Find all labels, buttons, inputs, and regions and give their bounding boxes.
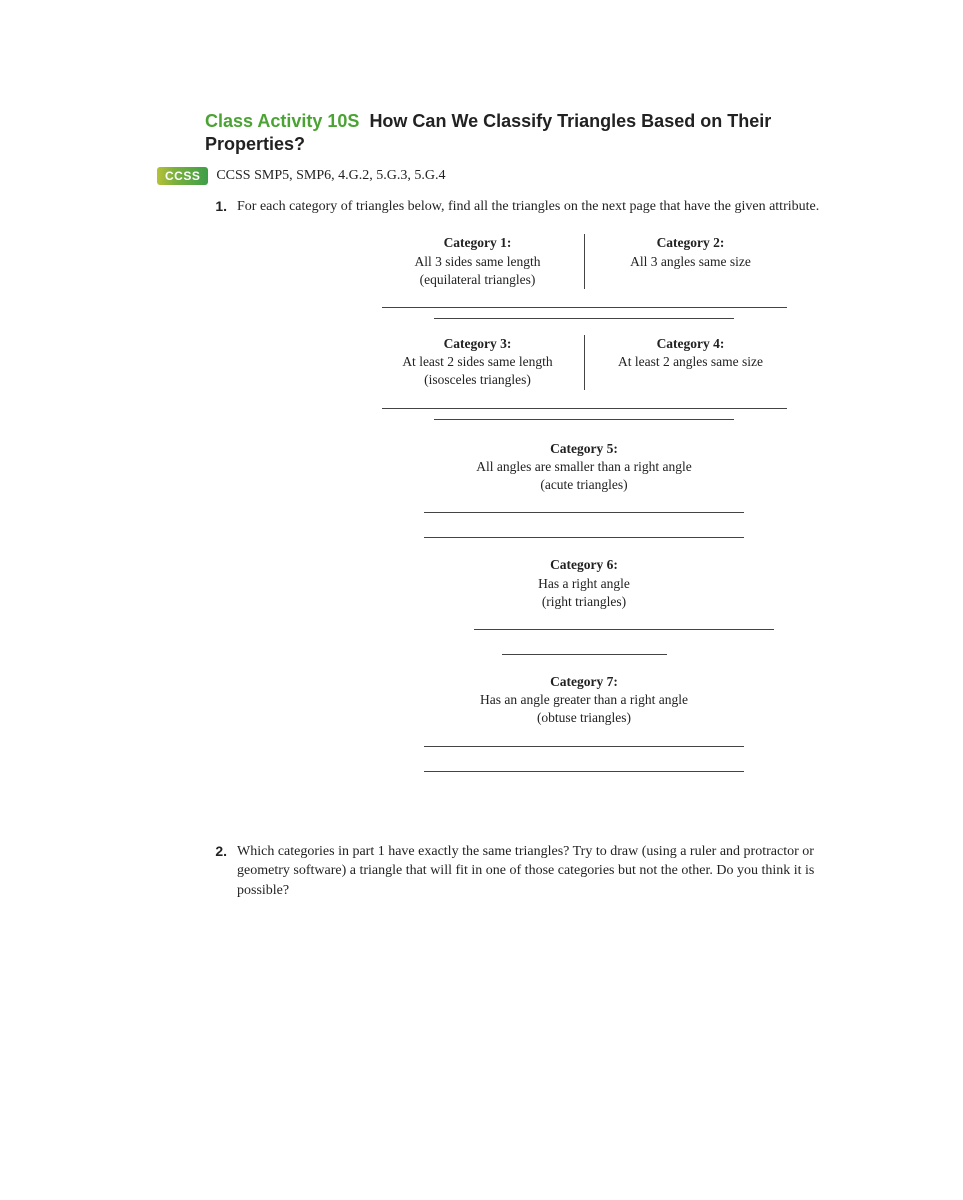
category-7: Category 7: Has an angle greater than a … — [424, 673, 744, 772]
category-5: Category 5: All angles are smaller than … — [424, 440, 744, 539]
activity-label: Class Activity 10S — [205, 111, 359, 131]
category-title: Category 6: — [474, 556, 694, 574]
category-title: Category 4: — [591, 335, 791, 353]
category-subdesc: (equilateral triangles) — [378, 271, 578, 289]
category-desc: Has an angle greater than a right angle — [424, 691, 744, 709]
category-2: Category 2: All 3 angles same size — [585, 234, 797, 289]
ccss-row: CCSS CCSS SMP5, SMP6, 4.G.2, 5.G.3, 5.G.… — [157, 167, 843, 185]
content-area: Class Activity 10S How Can We Classify T… — [205, 110, 843, 900]
category-subdesc: (isosceles triangles) — [378, 371, 578, 389]
page: Class Activity 10S How Can We Classify T… — [0, 0, 963, 1200]
ccss-standards-text: CCSS SMP5, SMP6, 4.G.2, 5.G.3, 5.G.4 — [216, 168, 445, 184]
category-title: Category 2: — [591, 234, 791, 252]
answer-blank — [382, 408, 787, 409]
category-desc: All angles are smaller than a right angl… — [424, 458, 744, 476]
category-desc: All 3 angles same size — [591, 253, 791, 271]
categories-area: Category 1: All 3 sides same length (equ… — [345, 234, 823, 771]
answer-blank — [474, 615, 774, 630]
activity-title: Class Activity 10S How Can We Classify T… — [205, 110, 843, 157]
question-1: 1. For each category of triangles below,… — [205, 197, 843, 772]
category-desc: At least 2 sides same length — [378, 353, 578, 371]
question-2: 2. Which categories in part 1 have exact… — [205, 842, 843, 901]
ccss-badge: CCSS — [157, 167, 208, 185]
category-subdesc: (acute triangles) — [424, 476, 744, 494]
category-title: Category 1: — [378, 234, 578, 252]
question-body: For each category of triangles below, fi… — [237, 197, 843, 217]
category-title: Category 7: — [424, 673, 744, 691]
answer-blank — [382, 307, 787, 308]
category-1: Category 1: All 3 sides same length (equ… — [372, 234, 585, 289]
answer-blank — [502, 640, 667, 655]
answer-blank — [424, 732, 744, 747]
answer-blank — [424, 498, 744, 513]
category-desc: All 3 sides same length — [378, 253, 578, 271]
question-number: 1. — [205, 197, 227, 217]
answer-blank — [424, 523, 744, 538]
category-6: Category 6: Has a right angle (right tri… — [474, 556, 694, 655]
answer-blank — [424, 757, 744, 772]
category-title: Category 3: — [378, 335, 578, 353]
category-subdesc: (right triangles) — [474, 593, 694, 611]
question-number: 2. — [205, 842, 227, 901]
category-3: Category 3: At least 2 sides same length… — [372, 335, 585, 390]
category-4: Category 4: At least 2 angles same size — [585, 335, 797, 390]
question-body: Which categories in part 1 have exactly … — [237, 842, 843, 901]
category-pair-1-2: Category 1: All 3 sides same length (equ… — [345, 234, 823, 319]
category-desc: Has a right angle — [474, 575, 694, 593]
category-desc: At least 2 angles same size — [591, 353, 791, 371]
category-subdesc: (obtuse triangles) — [424, 709, 744, 727]
category-pair-3-4: Category 3: At least 2 sides same length… — [345, 335, 823, 420]
category-title: Category 5: — [424, 440, 744, 458]
